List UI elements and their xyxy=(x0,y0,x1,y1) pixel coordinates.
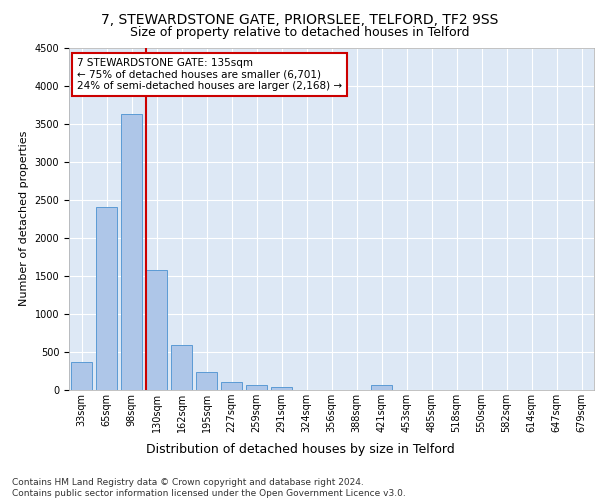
Bar xyxy=(371,385,392,390)
Bar xyxy=(71,362,92,390)
Y-axis label: Number of detached properties: Number of detached properties xyxy=(19,131,29,306)
Text: 7 STEWARDSTONE GATE: 135sqm
← 75% of detached houses are smaller (6,701)
24% of : 7 STEWARDSTONE GATE: 135sqm ← 75% of det… xyxy=(77,58,342,91)
Bar xyxy=(196,372,217,390)
Bar xyxy=(171,344,192,390)
Bar xyxy=(146,270,167,390)
Text: 7, STEWARDSTONE GATE, PRIORSLEE, TELFORD, TF2 9SS: 7, STEWARDSTONE GATE, PRIORSLEE, TELFORD… xyxy=(101,12,499,26)
Bar xyxy=(271,387,292,390)
Bar xyxy=(221,382,242,390)
Bar xyxy=(246,385,267,390)
Text: Distribution of detached houses by size in Telford: Distribution of detached houses by size … xyxy=(146,442,454,456)
Bar xyxy=(96,206,117,390)
Text: Size of property relative to detached houses in Telford: Size of property relative to detached ho… xyxy=(130,26,470,39)
Text: Contains HM Land Registry data © Crown copyright and database right 2024.
Contai: Contains HM Land Registry data © Crown c… xyxy=(12,478,406,498)
Bar xyxy=(121,114,142,390)
